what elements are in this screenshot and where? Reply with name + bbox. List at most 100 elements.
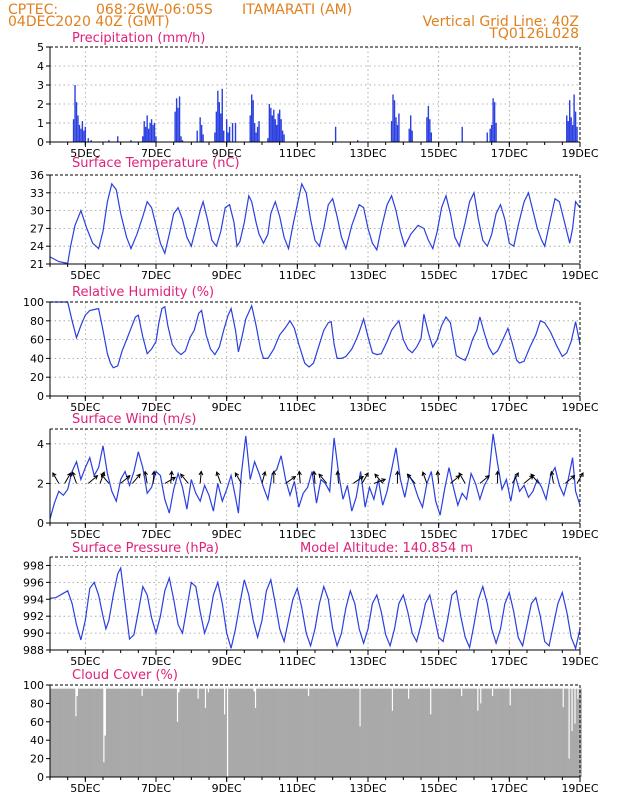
series-line: [49, 433, 581, 520]
precipitation-bar: [74, 85, 76, 142]
y-tick-label: 988: [23, 644, 44, 657]
precipitation-bar: [258, 121, 260, 142]
precipitation-bar: [576, 126, 578, 142]
cloud-cover-bar: [195, 688, 198, 777]
cloud-cover-bar: [378, 688, 381, 777]
cloud-cover-bar: [471, 688, 473, 777]
precipitation-bar: [227, 132, 229, 142]
precipitation-bar: [220, 113, 222, 142]
precipitation-bar: [277, 113, 279, 142]
precipitation-bar: [398, 113, 400, 142]
cloud-cover-bar: [434, 688, 437, 777]
cloud-cover-bar: [144, 688, 146, 777]
wind-arrow-head: [359, 475, 364, 481]
x-tick-label: 11DEC: [279, 147, 316, 160]
cloud-cover-bar: [73, 688, 76, 777]
wind-arrow-head: [100, 471, 106, 477]
cloud-cover-bar: [75, 716, 77, 777]
x-tick-label: 5DEC: [70, 528, 100, 541]
cloud-cover-bar: [413, 688, 416, 777]
cloud-cover-bar: [200, 688, 202, 777]
cloud-cover-bar: [91, 688, 93, 777]
precipitation-bar: [200, 124, 203, 142]
precipitation-bar: [256, 126, 259, 142]
cloud-cover-bar: [284, 688, 286, 777]
cloud-cover-bar: [482, 688, 485, 777]
cloud-cover-bar: [141, 696, 144, 777]
humidity-title: Relative Humidity (%): [72, 285, 214, 300]
cloud-cover-bar: [130, 688, 133, 777]
cloud-cover-bar: [522, 688, 525, 777]
precipitation-bar: [144, 126, 147, 142]
wind-arrow: [216, 471, 222, 484]
cloud-cover-bar: [524, 688, 526, 777]
cloud-cover-bar: [395, 688, 398, 777]
precipitation-bar: [196, 130, 198, 142]
wind-arrow-head: [234, 472, 240, 478]
cloud-cover-bar: [282, 688, 285, 777]
cloud-cover-bar: [173, 688, 176, 777]
wind-arrow: [52, 472, 60, 484]
precipitation-bar: [411, 130, 413, 142]
precipitation-bar: [568, 100, 571, 142]
cloud-cover-bar: [506, 688, 509, 777]
cloud-cover-bar: [167, 688, 170, 777]
cloud-cover-bar: [97, 688, 99, 777]
cloud-cover-bar: [58, 688, 61, 777]
cloud-cover-bar: [494, 688, 497, 777]
cloud-cover-bar: [553, 688, 556, 777]
cloud-cover-bar: [535, 688, 538, 777]
cloud-cover-bar: [281, 688, 283, 777]
y-tick-label: 21: [30, 258, 44, 271]
precipitation-bar: [253, 123, 256, 142]
cloud-cover-bar: [496, 688, 498, 777]
x-tick-label: 9DEC: [212, 782, 242, 795]
cloud-cover-bar: [463, 688, 466, 777]
cloud-cover-bar: [512, 688, 515, 777]
cloud-cover-bar: [469, 688, 472, 777]
wind-arrow-head: [93, 475, 99, 480]
x-tick-label: 11DEC: [279, 401, 316, 414]
precipitation-bar: [280, 119, 282, 142]
x-tick-label: 15DEC: [420, 269, 457, 282]
cloud-cover-bar: [409, 688, 411, 777]
x-tick-label: 15DEC: [420, 655, 457, 668]
cloud-cover-bar: [219, 688, 222, 777]
precipitation-bar: [566, 115, 568, 142]
precipitation-bar: [142, 136, 144, 142]
cloud-cover-bar: [528, 688, 531, 777]
cloud-cover-bar: [412, 688, 414, 777]
cloud-cover-bar: [61, 688, 64, 777]
cloud-cover-bar: [228, 688, 230, 777]
cloud-cover-bar: [83, 688, 86, 777]
cloud-cover-bar: [451, 688, 454, 777]
wind-arrow-head: [530, 473, 535, 479]
cloud-cover-bar: [338, 688, 341, 777]
wind-panel: Surface Wind (m/s) 0 2 4 5DEC 7DEC 9DEC 11DEC 1…: [37, 412, 599, 541]
cloud-cover-bar: [186, 688, 189, 777]
precipitation-bar: [495, 123, 497, 142]
cloud-cover-bar: [241, 688, 244, 777]
precipitation-bar: [215, 111, 218, 142]
cloud-cover-bar: [216, 688, 219, 777]
precipitation-bar: [155, 136, 157, 142]
cloud-cover-bar: [204, 708, 207, 777]
cloud-cover-bar: [188, 688, 191, 777]
precipitation-bar: [152, 124, 154, 142]
cloud-cover-bar: [291, 688, 294, 777]
precipitation-bar: [395, 117, 397, 142]
cloud-cover-bar: [351, 688, 354, 777]
cloud-cover-bar: [373, 688, 376, 777]
cloud-cover-bar: [276, 688, 279, 777]
cloud-cover-bar: [447, 688, 450, 777]
cloud-cover-bar: [120, 688, 123, 777]
cloud-cover-bar: [362, 688, 364, 777]
wind-arrow-head: [529, 475, 535, 480]
cloud-cover-bar: [454, 688, 457, 777]
cloud-cover-bar: [441, 688, 444, 777]
y-tick-label: 998: [23, 559, 44, 572]
cloud-cover-bar: [575, 688, 578, 777]
wind-arrow: [458, 472, 466, 484]
cloud-cover-bar: [337, 688, 339, 777]
x-tick-label: 7DEC: [141, 655, 171, 668]
